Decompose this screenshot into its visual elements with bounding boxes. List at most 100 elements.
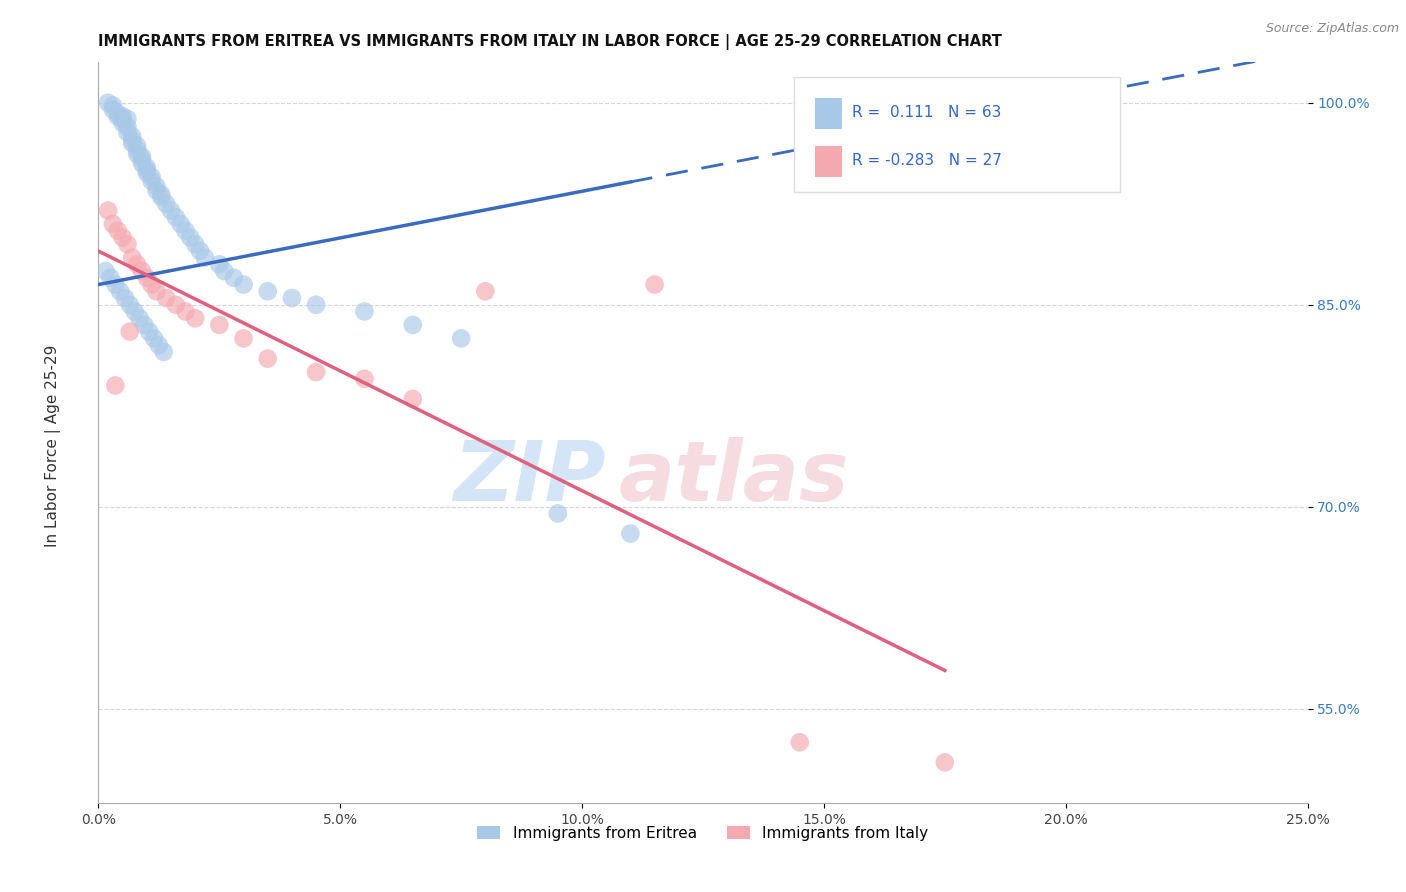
Text: IMMIGRANTS FROM ERITREA VS IMMIGRANTS FROM ITALY IN LABOR FORCE | AGE 25-29 CORR: IMMIGRANTS FROM ERITREA VS IMMIGRANTS FR… [98, 34, 1002, 50]
Point [174, 224, 197, 238]
Point [111, 230, 134, 244]
Point [188, 244, 211, 258]
Text: R =  0.111   N = 63: R = 0.111 N = 63 [852, 105, 1001, 120]
Point [150, 187, 173, 202]
Point [111, 109, 134, 123]
Point [131, 150, 153, 164]
Point [97, 203, 120, 218]
Point [145, 179, 167, 194]
Point [117, 237, 139, 252]
Point [353, 372, 375, 386]
Point [114, 291, 136, 305]
Point [135, 161, 157, 175]
Point [165, 211, 187, 225]
Point [101, 98, 124, 112]
Point [135, 166, 157, 180]
Point [131, 156, 153, 170]
Bar [815, 98, 842, 129]
Point [107, 224, 129, 238]
Point [208, 318, 231, 332]
Point [97, 95, 120, 110]
Text: R = -0.283   N = 27: R = -0.283 N = 27 [852, 153, 1001, 169]
Point [256, 351, 278, 366]
Point [619, 526, 641, 541]
Point [94, 264, 117, 278]
Point [232, 331, 254, 345]
Point [165, 298, 187, 312]
Point [644, 277, 666, 292]
Point [117, 112, 139, 126]
Point [117, 125, 139, 139]
Point [138, 325, 160, 339]
Point [150, 190, 173, 204]
Point [141, 174, 163, 188]
Point [160, 203, 183, 218]
Point [127, 257, 149, 271]
Point [184, 237, 207, 252]
Point [232, 277, 254, 292]
Point [118, 325, 141, 339]
Point [145, 183, 167, 197]
Point [104, 277, 127, 292]
Point [179, 230, 201, 244]
Point [305, 298, 328, 312]
Point [107, 106, 129, 120]
Point [474, 285, 496, 299]
Point [155, 196, 177, 211]
Point [101, 103, 124, 117]
Point [111, 112, 134, 126]
Bar [815, 146, 842, 178]
Point [127, 147, 149, 161]
Point [121, 136, 143, 151]
Point [256, 285, 278, 299]
Point [212, 264, 235, 278]
Point [789, 735, 811, 749]
Point [152, 344, 174, 359]
Point [104, 378, 127, 392]
Point [450, 331, 472, 345]
Text: atlas: atlas [619, 436, 849, 517]
Point [100, 270, 122, 285]
Point [101, 217, 124, 231]
Point [124, 304, 146, 318]
Point [148, 338, 170, 352]
Point [135, 270, 157, 285]
Point [131, 264, 153, 278]
Point [141, 169, 163, 184]
Point [135, 163, 157, 178]
Point [143, 331, 166, 345]
Point [118, 298, 141, 312]
Point [155, 291, 177, 305]
Point [127, 143, 149, 157]
Point [141, 277, 163, 292]
Point [121, 129, 143, 144]
Point [111, 116, 134, 130]
Point [121, 251, 143, 265]
Text: ZIP: ZIP [454, 436, 606, 517]
Text: In Labor Force | Age 25-29: In Labor Force | Age 25-29 [45, 345, 62, 547]
Point [184, 311, 207, 326]
Point [402, 392, 425, 406]
Point [194, 251, 217, 265]
Point [174, 304, 197, 318]
Point [108, 285, 131, 299]
Point [169, 217, 191, 231]
Point [127, 139, 149, 153]
Point [131, 153, 153, 167]
Legend: Immigrants from Eritrea, Immigrants from Italy: Immigrants from Eritrea, Immigrants from… [471, 820, 935, 847]
Point [305, 365, 328, 379]
Point [121, 134, 143, 148]
Point [353, 304, 375, 318]
Point [107, 109, 129, 123]
Point [117, 120, 139, 134]
Point [547, 507, 569, 521]
FancyBboxPatch shape [793, 78, 1121, 192]
Point [281, 291, 304, 305]
Point [402, 318, 425, 332]
Point [208, 257, 231, 271]
Point [145, 285, 167, 299]
Point [222, 270, 245, 285]
Point [128, 311, 150, 326]
Point [134, 318, 156, 332]
Text: Source: ZipAtlas.com: Source: ZipAtlas.com [1265, 22, 1399, 36]
